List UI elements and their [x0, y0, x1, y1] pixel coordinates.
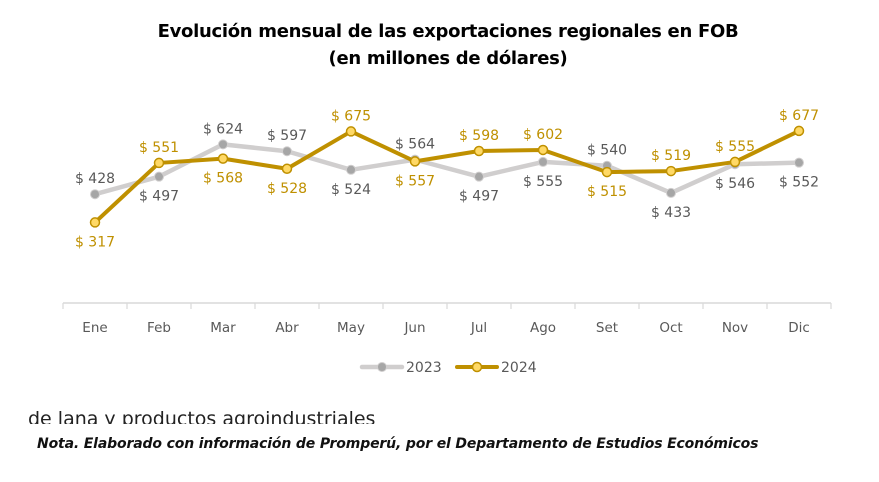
- data-label: $ 497: [459, 189, 499, 205]
- data-label: $ 557: [395, 173, 435, 189]
- data-point: [793, 125, 805, 137]
- data-point: [153, 157, 165, 169]
- source-note: Nota. Elaborado con información de Promp…: [37, 436, 759, 452]
- data-label: $ 624: [203, 121, 243, 137]
- series-2023: [90, 139, 804, 200]
- data-label: $ 568: [203, 171, 243, 187]
- series-line-2023: [92, 142, 802, 197]
- data-label: $ 428: [75, 171, 115, 187]
- data-label: $ 597: [267, 128, 307, 144]
- data-label: $ 515: [587, 184, 627, 200]
- data-label: $ 524: [331, 182, 371, 198]
- legend-item-2024: 2024: [455, 360, 537, 376]
- data-label: $ 677: [779, 108, 819, 124]
- legend: 2023 2024: [359, 360, 537, 376]
- data-point: [538, 156, 548, 167]
- x-tick-label: Set: [596, 320, 618, 336]
- data-label: $ 675: [331, 108, 371, 124]
- legend-label: 2024: [501, 360, 537, 376]
- data-point: [154, 171, 164, 182]
- series-line-2024: [93, 128, 801, 225]
- x-tick-label: Dic: [788, 320, 810, 336]
- data-point: [794, 157, 804, 168]
- data-label: $ 317: [75, 234, 115, 250]
- data-point: [345, 126, 357, 137]
- data-labels: $ 428 $ 497 $ 624 $ 597 $ 524 $ 564 $ 497 $ 555…: [75, 108, 819, 251]
- legend-label: 2023: [406, 360, 442, 376]
- data-label: $ 528: [267, 181, 307, 197]
- x-tick-label: Ene: [82, 320, 107, 336]
- data-label: $ 551: [139, 140, 179, 156]
- data-point: [473, 145, 485, 157]
- data-label: $ 555: [523, 174, 563, 190]
- x-tick-label: Jul: [470, 320, 487, 336]
- data-point: [217, 153, 229, 164]
- data-label: $ 540: [587, 143, 627, 159]
- data-point: [281, 163, 293, 175]
- series-layer: [89, 125, 805, 228]
- data-point: [218, 139, 228, 150]
- data-point: [282, 146, 292, 157]
- x-tick-label: May: [337, 320, 365, 336]
- data-label: $ 519: [651, 148, 691, 164]
- x-tick-label: Oct: [659, 320, 682, 336]
- legend-item-2023: 2023: [359, 360, 442, 376]
- data-label: $ 552: [779, 175, 819, 191]
- cut-off-body-text: de lana y productos agroindustriales: [28, 408, 376, 424]
- data-point: [474, 171, 484, 182]
- x-axis: Ene Feb Mar Abr May Jun Jul Ago Set Oct Nov Dic: [62, 302, 832, 336]
- data-label: $ 598: [459, 128, 499, 144]
- data-point: [729, 156, 741, 168]
- data-point: [346, 164, 356, 175]
- data-point: [601, 166, 613, 178]
- data-label: $ 602: [523, 127, 563, 143]
- legend-swatch-marker: [471, 361, 483, 373]
- x-tick-label: Nov: [722, 320, 748, 336]
- x-tick-label: Mar: [210, 320, 236, 336]
- line-chart: Ene Feb Mar Abr May Jun Jul Ago Set Oct Nov Dic $ 4…: [62, 108, 832, 376]
- chart-subtitle: (en millones de dólares): [328, 48, 568, 69]
- data-label: $ 497: [139, 189, 179, 205]
- data-label: $ 555: [715, 139, 755, 155]
- x-tick-label: Jun: [403, 320, 425, 336]
- data-label: $ 433: [651, 205, 691, 221]
- series-2024: [89, 125, 805, 228]
- x-tick-label: Abr: [275, 320, 299, 336]
- chart-title-line1: Evolución mensual de las exportaciones r…: [157, 21, 739, 42]
- chart-title: Evolución mensual de las exportaciones r…: [0, 18, 879, 72]
- legend-swatch-marker: [377, 362, 387, 372]
- data-point: [89, 217, 101, 228]
- data-point: [666, 187, 676, 198]
- data-point: [409, 156, 421, 167]
- x-tick-label: Feb: [147, 320, 171, 336]
- data-point: [665, 165, 677, 177]
- data-point: [90, 189, 100, 200]
- data-point: [537, 144, 549, 156]
- x-tick-label: Ago: [530, 320, 556, 336]
- data-label: $ 564: [395, 137, 435, 153]
- data-label: $ 546: [715, 176, 755, 192]
